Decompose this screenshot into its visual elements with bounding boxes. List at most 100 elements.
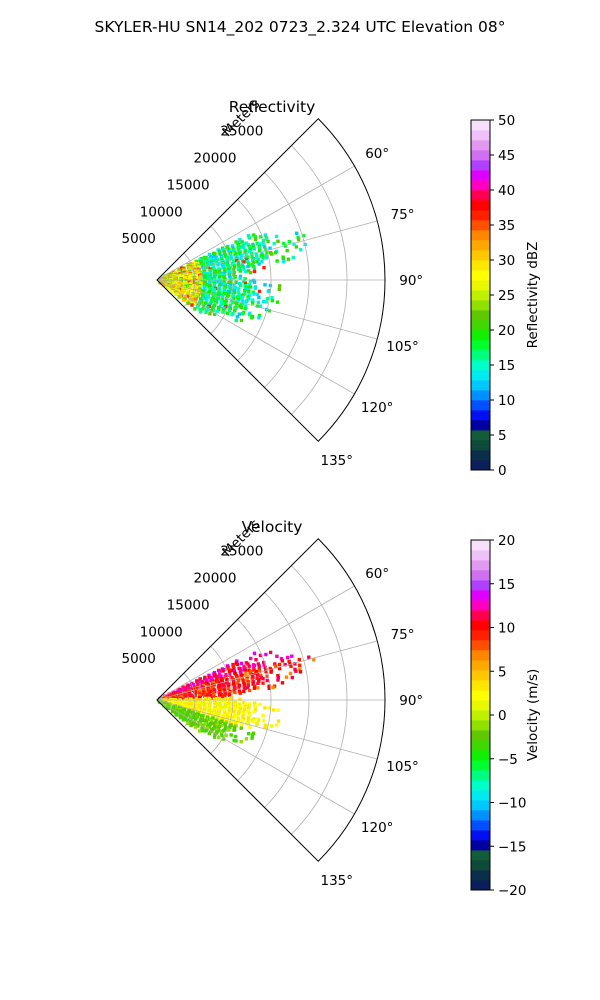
echo-cell [216,708,221,712]
echo-cell [238,669,243,673]
colorbar-tick-label: 15 [498,358,515,374]
echo-cell [227,267,231,272]
echo-cell [259,254,263,258]
echo-cell [293,667,297,672]
echo-cell [186,721,190,726]
echo-cell [204,271,208,275]
echo-cell [249,247,253,252]
echo-cell [238,276,242,281]
colorbar-swatch [471,290,490,301]
echo-cell [294,245,299,249]
echo-cell [244,300,248,304]
echo-cell [225,667,230,671]
echo-cell [261,256,265,260]
colorbar-swatch [471,780,490,791]
echo-cell [247,236,252,240]
radial-tick-label: 25000 [220,124,263,140]
echo-cell [223,301,228,306]
echo-cell [228,287,233,291]
echo-cell [219,731,224,735]
echo-cell [201,295,205,299]
colorbar-swatch [471,730,490,741]
colorbar-swatch [471,830,490,841]
grid-spoke [156,699,355,815]
echo-cell [255,241,259,246]
angle-tick-label: 90° [399,693,423,709]
echo-cell [246,264,250,269]
echo-cell [226,665,230,669]
echo-cell [242,267,246,271]
echo-cell [267,684,271,688]
angle-tick-label: 120° [361,820,394,836]
echo-cell [209,270,213,274]
colorbar-swatch [471,430,490,441]
colorbar-swatch [471,360,490,371]
echo-cell [218,252,222,256]
echo-cell [240,253,244,258]
echo-cell [181,298,186,302]
echo-cell [198,274,202,278]
grid-spoke [156,699,378,760]
echo-cell [220,733,224,737]
echo-cell [209,258,213,262]
echo-cell [221,669,225,673]
echo-cell [230,716,235,721]
echo-cell [251,290,256,294]
echo-cell [225,311,230,315]
echo-cell [207,252,212,257]
echo-cell [312,658,316,662]
colorbar-swatch [471,880,490,891]
echo-cell [276,708,280,712]
echo-cell [237,281,242,286]
echo-cell [218,703,223,707]
echo-cell [219,302,223,306]
echo-cell [166,286,171,291]
echo-cell [281,256,286,261]
echo-cell [276,674,280,678]
echo-cell [228,251,233,255]
echo-cell [250,263,255,267]
echo-cell [285,248,289,253]
echo-cell [211,258,215,263]
echo-cell [248,279,253,283]
colorbar: 0 5 10 15 20 25 30 35 40 45 50 Reflectivity dBZ [470,113,541,479]
echo-cell [275,300,280,304]
echo-cell [291,255,295,260]
echo-cell [243,686,247,691]
colorbar-tick-label: 5 [498,664,507,680]
echo-cell [259,675,263,680]
echo-cell [247,664,251,668]
echo-cell [265,674,269,678]
echo-cell [230,301,234,305]
echo-cell [234,251,238,255]
echo-cell [195,259,199,264]
echo-cell [268,283,273,288]
echo-cell [234,240,238,244]
echo-cell [254,255,259,259]
echo-cell [299,248,303,252]
colorbar-swatch [471,450,490,461]
echo-cell [198,277,203,281]
echo-cell [252,269,257,274]
echo-cell [240,299,245,303]
echo-cell [253,235,258,239]
echo-cell [203,266,207,270]
colorbar-swatch [471,670,490,681]
sector-outline [156,118,386,442]
echo-cell [252,292,256,296]
angle-tick-label: 75° [391,627,415,643]
colorbar-tick-label: 45 [498,148,515,164]
echo-cell [208,312,212,316]
echo-cell [297,657,301,662]
echo-cell [236,678,241,682]
echo-cell [258,246,262,250]
colorbar-swatch [471,200,490,211]
echo-cell [232,290,237,295]
echo-cell [236,681,240,685]
echo-cell [236,243,241,247]
echo-cell [232,296,236,301]
echo-cell [261,718,266,723]
grid-spoke [156,165,355,281]
echo-cell [287,240,291,244]
echo-cell [235,302,239,306]
